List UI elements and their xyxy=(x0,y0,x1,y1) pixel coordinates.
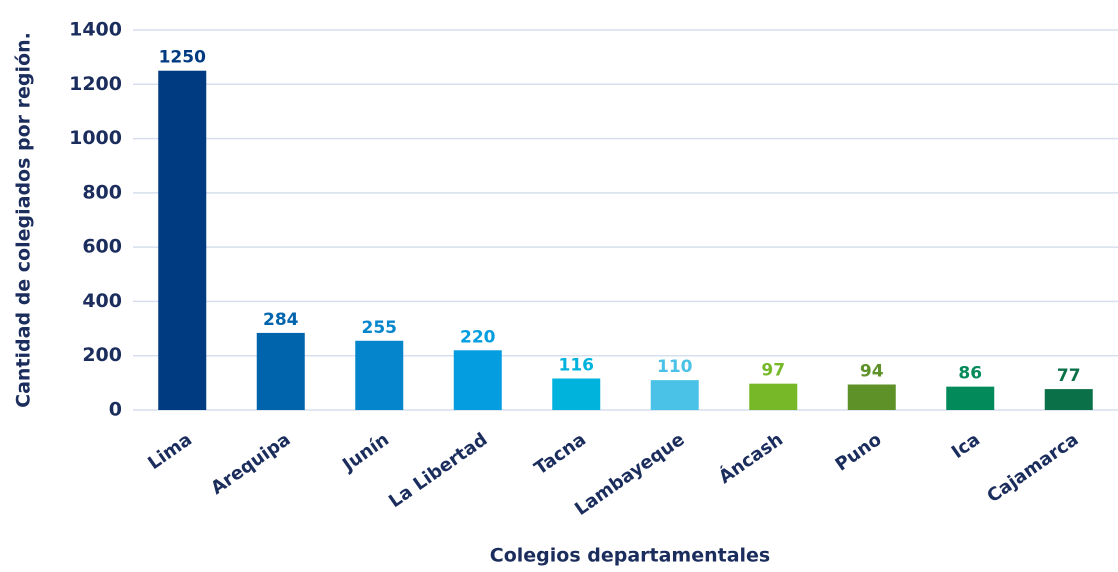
bar xyxy=(650,380,699,410)
value-label: 77 xyxy=(1057,366,1081,386)
x-tick-label: Áncash xyxy=(714,428,786,488)
y-tick-label: 1400 xyxy=(69,19,122,41)
value-label: 284 xyxy=(263,310,299,330)
bar xyxy=(453,350,502,410)
x-tick-label: Tacna xyxy=(531,429,590,479)
bar xyxy=(256,332,305,410)
x-tick-label: Arequipa xyxy=(207,429,294,499)
y-tick-label: 800 xyxy=(82,181,122,203)
y-tick-label: 1200 xyxy=(69,73,122,95)
x-axis-label: Colegios departamentales xyxy=(490,545,771,567)
value-label: 110 xyxy=(657,357,693,377)
x-tick-label: Puno xyxy=(832,429,886,476)
x-tick-label: La Libertad xyxy=(385,429,491,512)
y-tick-label: 200 xyxy=(82,344,122,366)
bar xyxy=(749,383,798,410)
y-tick-label: 600 xyxy=(82,236,122,258)
value-label: 97 xyxy=(761,361,785,381)
bar xyxy=(158,70,207,410)
bar xyxy=(946,386,995,410)
x-tick-label: Lima xyxy=(144,429,196,474)
value-label: 86 xyxy=(958,364,982,384)
x-tick-label: Cajamarca xyxy=(983,429,1082,507)
y-tick-label: 400 xyxy=(82,290,122,312)
value-label: 94 xyxy=(860,361,884,381)
y-tick-label: 1000 xyxy=(69,127,122,149)
bar xyxy=(355,340,404,410)
y-axis-label: Cantidad de colegiados por región. xyxy=(13,32,35,408)
bar xyxy=(1044,389,1093,410)
value-label: 1250 xyxy=(159,48,206,68)
x-tick-label: Ica xyxy=(948,429,984,463)
x-tick-label: Junín xyxy=(337,429,393,477)
value-label: 116 xyxy=(559,356,595,376)
bar xyxy=(847,384,896,410)
y-tick-label: 0 xyxy=(109,399,122,421)
x-tick-label: Lambayeque xyxy=(571,429,688,520)
value-label: 220 xyxy=(460,327,496,347)
value-label: 255 xyxy=(362,318,398,338)
bar xyxy=(552,378,601,410)
